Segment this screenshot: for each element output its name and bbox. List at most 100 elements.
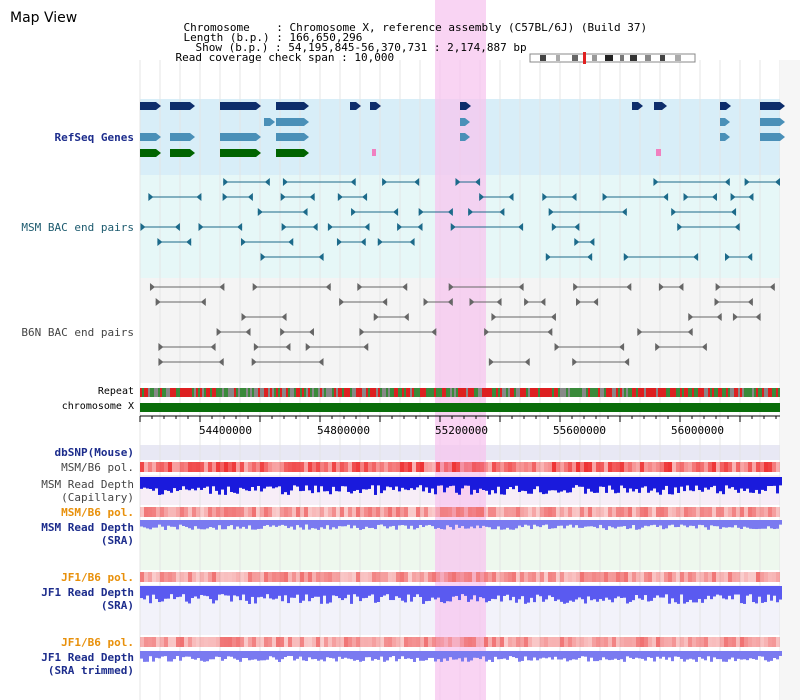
track-label-b6n-bac[interactable]: B6N BAC end pairs	[21, 326, 134, 339]
read-depth-bar	[704, 520, 707, 528]
read-depth-bar	[587, 651, 590, 662]
read-depth-bar	[728, 651, 731, 660]
read-depth-bar	[503, 586, 506, 596]
polymorphism-cell	[704, 462, 708, 472]
read-depth-bar	[770, 586, 773, 601]
polymorphism-cell	[492, 637, 496, 647]
repeat-mark	[548, 388, 550, 397]
read-depth-bar	[230, 586, 233, 602]
read-depth-bar	[713, 520, 716, 527]
polymorphism-cell	[496, 572, 500, 582]
polymorphism-cell	[272, 572, 276, 582]
repeat-mark	[196, 388, 198, 397]
read-depth-bar	[398, 520, 401, 526]
read-depth-bar	[155, 651, 158, 658]
polymorphism-cell	[420, 462, 424, 472]
track-label-refseq-genes[interactable]: RefSeq Genes	[54, 131, 134, 144]
track-label-jf1-b6-pol-1[interactable]: JF1/B6 pol.	[61, 571, 134, 584]
read-depth-bar	[482, 477, 485, 491]
repeat-mark	[700, 388, 702, 397]
polymorphism-cell	[500, 507, 504, 517]
read-depth-bar	[152, 477, 155, 491]
read-depth-bar	[227, 651, 230, 657]
read-depth-bar	[215, 651, 218, 657]
read-depth-bar	[434, 520, 437, 529]
polymorphism-cell	[656, 462, 660, 472]
bac-end	[524, 298, 530, 306]
repeat-mark	[686, 388, 688, 397]
polymorphism-cell	[440, 462, 444, 472]
repeat-mark	[720, 388, 722, 397]
polymorphism-cell	[196, 637, 200, 647]
read-depth-bar	[491, 651, 494, 662]
track-label-jf1-b6-pol-2[interactable]: JF1/B6 pol.	[61, 636, 134, 649]
read-depth-bar	[149, 520, 152, 530]
ideogram-band	[630, 55, 637, 61]
repeat-mark	[614, 388, 616, 397]
read-depth-bar	[362, 651, 365, 661]
polymorphism-cell	[284, 637, 288, 647]
read-depth-bar	[665, 520, 668, 529]
read-depth-bar	[371, 477, 374, 486]
repeat-mark	[710, 388, 712, 397]
read-depth-bar	[443, 477, 446, 493]
repeat-mark	[316, 388, 318, 397]
read-depth-bar	[179, 520, 182, 525]
read-depth-bar	[236, 586, 239, 597]
polymorphism-cell	[380, 637, 384, 647]
polymorphism-cell	[656, 572, 660, 582]
read-depth-bar	[698, 520, 701, 525]
read-depth-bar	[500, 477, 503, 495]
repeat-mark	[290, 388, 292, 397]
gene-arrow	[725, 118, 730, 126]
read-depth-bar	[404, 586, 407, 603]
axis-tick-label: 54400000	[199, 424, 252, 437]
polymorphism-cell	[228, 462, 232, 472]
read-depth-bar	[506, 651, 509, 660]
read-depth-bar	[650, 520, 653, 526]
polymorphism-cell	[628, 637, 632, 647]
read-depth-bar	[413, 477, 416, 490]
polymorphism-cell	[212, 637, 216, 647]
track-label-msm-depth-capillary[interactable]: MSM Read Depth	[41, 478, 134, 491]
read-depth-bar	[143, 651, 146, 662]
bac-end	[479, 193, 485, 201]
repeat-mark	[350, 388, 352, 397]
polymorphism-cell	[300, 637, 304, 647]
track-label-jf1-depth-trimmed[interactable]: JF1 Read Depth	[41, 651, 134, 664]
track-label-msm-b6-pol-2[interactable]: MSM/B6 pol.	[61, 506, 134, 519]
polymorphism-cell	[140, 637, 144, 647]
repeat-mark	[268, 388, 270, 397]
repeat-mark	[416, 388, 418, 397]
read-depth-bar	[356, 586, 359, 597]
polymorphism-cell	[332, 637, 336, 647]
read-depth-bar	[476, 651, 479, 658]
polymorphism-cell	[492, 572, 496, 582]
polymorphism-cell	[684, 637, 688, 647]
polymorphism-cell	[368, 507, 372, 517]
gene-glyph	[760, 133, 780, 141]
track-label-dbsnp[interactable]: dbSNP(Mouse)	[54, 446, 134, 459]
polymorphism-cell	[572, 637, 576, 647]
repeat-mark	[618, 388, 620, 397]
polymorphism-cell	[256, 507, 260, 517]
bac-end	[302, 208, 308, 216]
repeat-mark	[676, 388, 678, 397]
polymorphism-cell	[644, 572, 648, 582]
read-depth-bar	[716, 586, 719, 595]
read-depth-bar	[467, 520, 470, 529]
read-depth-bar	[272, 651, 275, 658]
polymorphism-cell	[216, 462, 220, 472]
polymorphism-cell	[764, 462, 768, 472]
read-depth-bar	[338, 520, 341, 527]
read-depth-bar	[500, 586, 503, 602]
track-label-msm-depth-sra[interactable]: MSM Read Depth	[41, 521, 134, 534]
track-label-jf1-depth-sra[interactable]: JF1 Read Depth	[41, 586, 134, 599]
track-label-msm-bac[interactable]: MSM BAC end pairs	[21, 221, 134, 234]
bac-end	[677, 223, 683, 231]
read-depth-bar	[239, 520, 242, 529]
polymorphism-cell	[164, 572, 168, 582]
read-depth-bar	[284, 651, 287, 658]
track-label-msm-b6-pol-1[interactable]: MSM/B6 pol.	[61, 461, 134, 474]
